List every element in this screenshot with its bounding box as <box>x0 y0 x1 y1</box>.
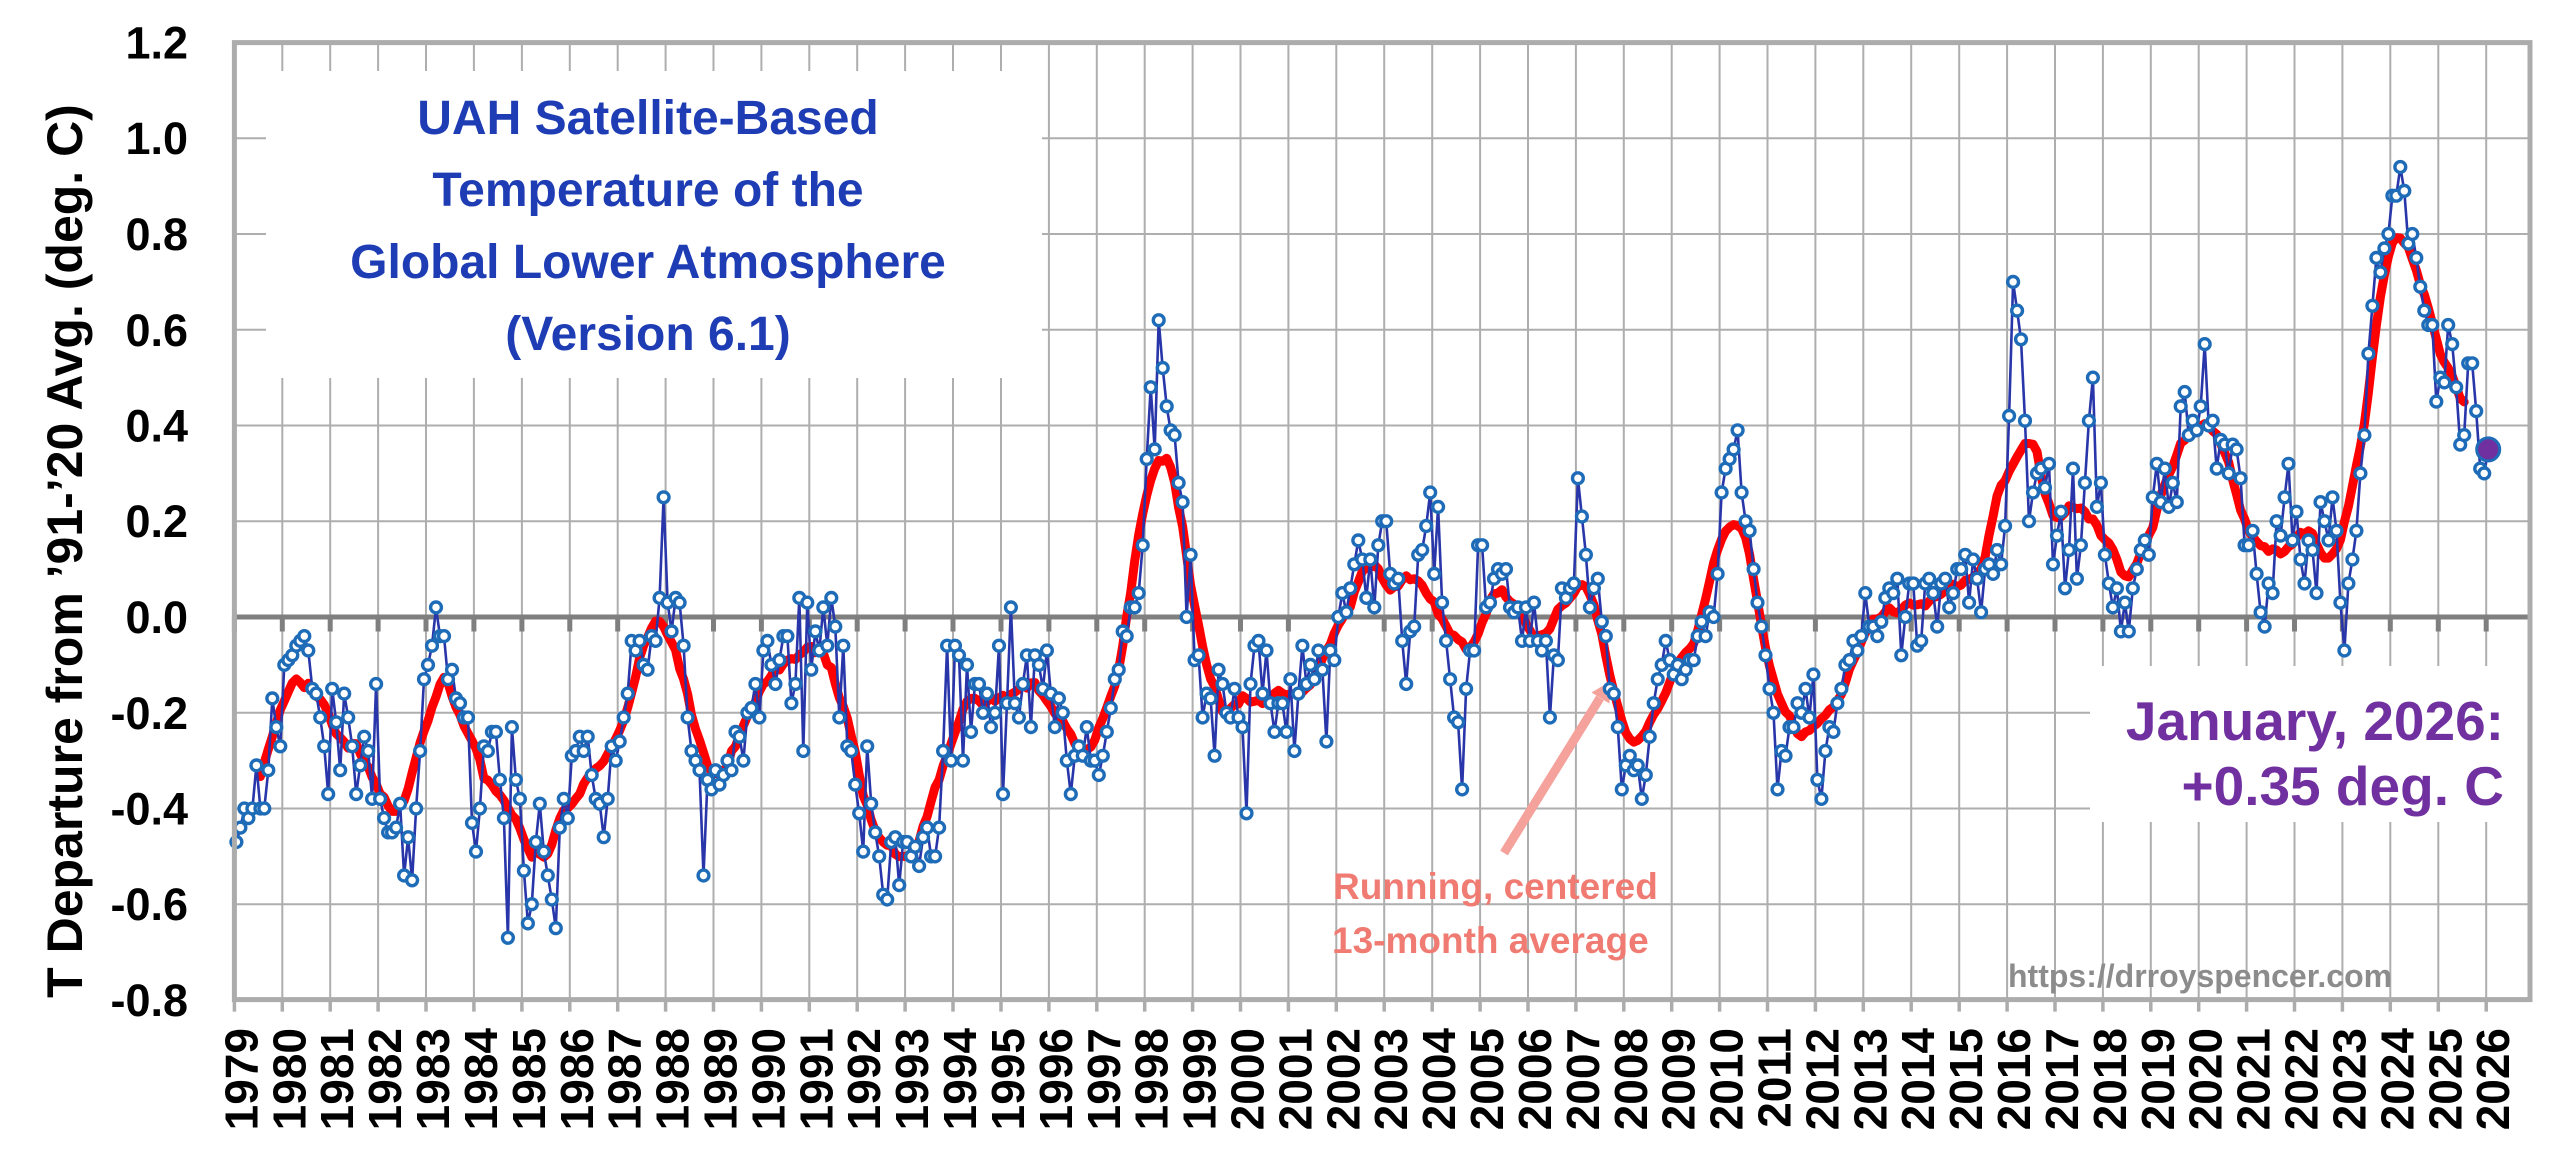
svg-text:2003: 2003 <box>1365 1028 1417 1130</box>
svg-text:1998: 1998 <box>1126 1028 1178 1130</box>
svg-text:1980: 1980 <box>263 1028 315 1130</box>
svg-text:2014: 2014 <box>1892 1028 1944 1131</box>
svg-text:2001: 2001 <box>1269 1028 1321 1130</box>
svg-text:2016: 2016 <box>1988 1028 2040 1130</box>
svg-text:2008: 2008 <box>1605 1028 1657 1130</box>
svg-text:1997: 1997 <box>1078 1028 1130 1130</box>
svg-text:0.6: 0.6 <box>125 305 188 356</box>
svg-text:-0.4: -0.4 <box>110 784 188 835</box>
svg-text:2009: 2009 <box>1653 1028 1705 1130</box>
svg-text:2020: 2020 <box>2180 1028 2232 1130</box>
svg-text:2024: 2024 <box>2371 1028 2423 1131</box>
svg-text:0.4: 0.4 <box>125 401 188 452</box>
svg-text:T Departure from ’91-’20 Avg.: T Departure from ’91-’20 Avg. (deg. C) <box>37 104 93 998</box>
svg-text:1999: 1999 <box>1174 1028 1226 1130</box>
svg-text:1990: 1990 <box>742 1028 794 1130</box>
svg-text:0.2: 0.2 <box>125 496 188 547</box>
svg-text:1993: 1993 <box>886 1028 938 1130</box>
svg-text:2018: 2018 <box>2084 1028 2136 1130</box>
svg-text:13-month average: 13-month average <box>1332 920 1649 961</box>
svg-text:2026: 2026 <box>2467 1028 2519 1130</box>
svg-text:1986: 1986 <box>551 1028 603 1130</box>
svg-text:1989: 1989 <box>695 1028 747 1130</box>
svg-text:1995: 1995 <box>982 1028 1034 1130</box>
svg-text:1982: 1982 <box>359 1028 411 1130</box>
svg-text:January, 2026:: January, 2026: <box>2126 690 2504 752</box>
svg-text:2007: 2007 <box>1557 1028 1609 1130</box>
svg-text:1996: 1996 <box>1030 1028 1082 1130</box>
svg-text:1983: 1983 <box>407 1028 459 1130</box>
svg-text:2023: 2023 <box>2323 1028 2375 1130</box>
svg-text:2019: 2019 <box>2132 1028 2184 1130</box>
svg-text:1987: 1987 <box>599 1028 651 1130</box>
svg-text:2025: 2025 <box>2419 1028 2471 1130</box>
svg-text:Global Lower Atmosphere: Global Lower Atmosphere <box>350 236 946 289</box>
svg-text:2005: 2005 <box>1461 1028 1513 1130</box>
svg-text:2015: 2015 <box>1940 1028 1992 1130</box>
svg-text:1994: 1994 <box>934 1028 986 1131</box>
svg-text:2004: 2004 <box>1413 1028 1465 1131</box>
svg-text:1981: 1981 <box>311 1028 363 1130</box>
svg-text:2013: 2013 <box>1844 1028 1896 1130</box>
svg-text:0.0: 0.0 <box>125 592 188 643</box>
svg-text:1.2: 1.2 <box>125 18 188 69</box>
svg-text:2000: 2000 <box>1222 1028 1274 1130</box>
svg-text:https://drroyspencer.com: https://drroyspencer.com <box>2008 958 2392 994</box>
svg-text:-0.8: -0.8 <box>110 975 188 1026</box>
svg-text:Temperature of the: Temperature of the <box>432 164 863 217</box>
svg-text:1991: 1991 <box>790 1028 842 1130</box>
svg-text:2012: 2012 <box>1796 1028 1848 1130</box>
svg-text:-0.6: -0.6 <box>110 879 188 930</box>
svg-text:-0.2: -0.2 <box>110 688 188 739</box>
svg-text:0.8: 0.8 <box>125 209 188 260</box>
svg-text:1984: 1984 <box>455 1028 507 1131</box>
svg-text:2006: 2006 <box>1509 1028 1561 1130</box>
svg-text:2002: 2002 <box>1317 1028 1369 1130</box>
svg-text:UAH Satellite-Based: UAH Satellite-Based <box>417 92 878 145</box>
svg-text:1.0: 1.0 <box>125 113 188 164</box>
svg-text:1988: 1988 <box>647 1028 699 1130</box>
svg-text:Running, centered: Running, centered <box>1333 866 1658 907</box>
svg-text:2022: 2022 <box>2276 1028 2328 1130</box>
svg-text:+0.35 deg. C: +0.35 deg. C <box>2181 755 2504 817</box>
svg-text:2017: 2017 <box>2036 1028 2088 1130</box>
svg-text:(Version 6.1): (Version 6.1) <box>505 308 790 361</box>
svg-text:2010: 2010 <box>1701 1028 1753 1130</box>
svg-text:1992: 1992 <box>838 1028 890 1130</box>
svg-text:2021: 2021 <box>2228 1028 2280 1130</box>
svg-text:1985: 1985 <box>503 1028 555 1130</box>
svg-text:2011: 2011 <box>1749 1028 1801 1128</box>
svg-text:1979: 1979 <box>215 1028 267 1130</box>
